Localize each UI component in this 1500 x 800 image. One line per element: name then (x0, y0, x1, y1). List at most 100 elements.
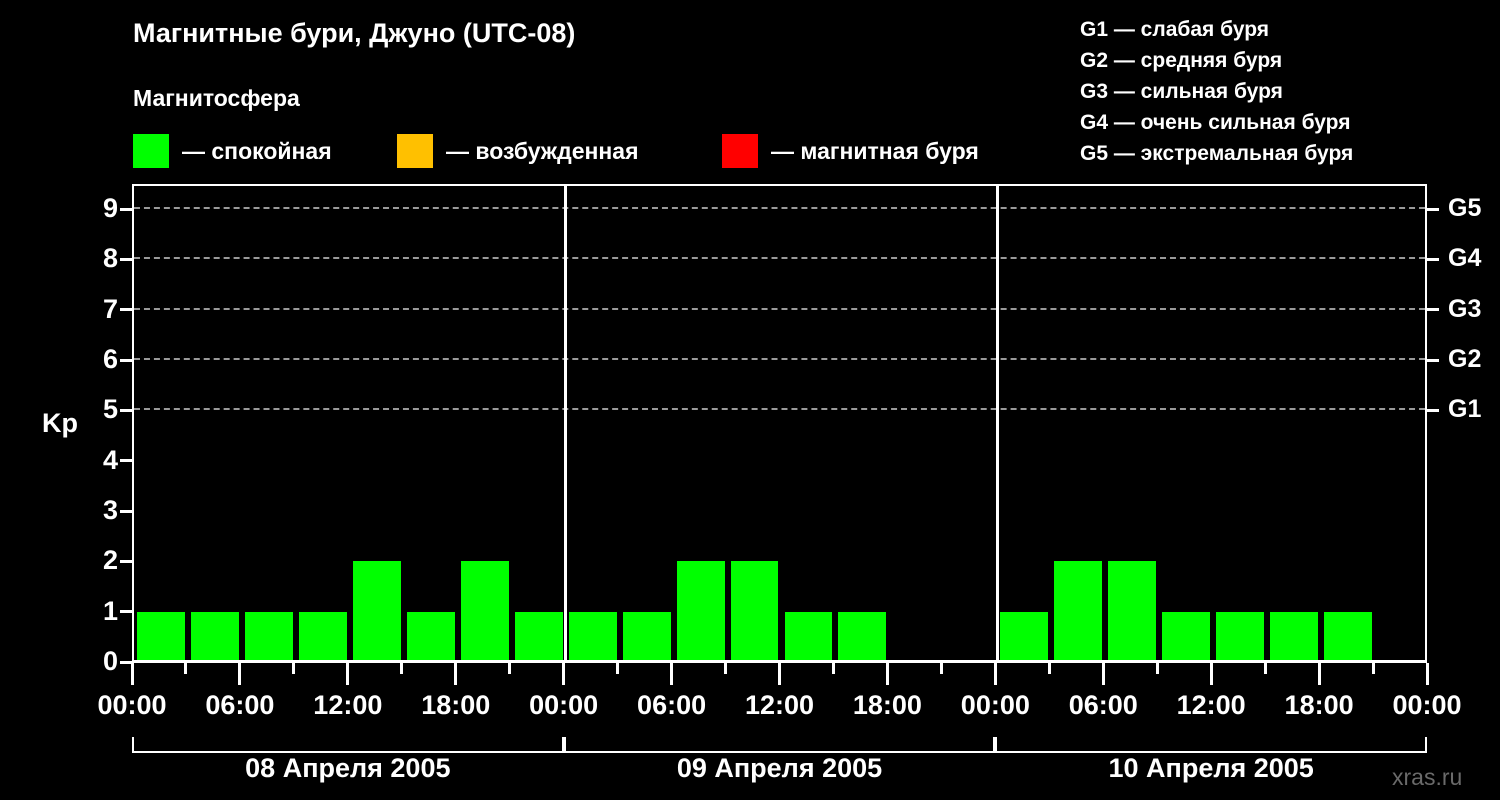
bar (1324, 611, 1373, 662)
x-tick-major (670, 663, 674, 685)
legend-item-quiet: — спокойная (133, 131, 332, 171)
x-tick-label: 18:00 (1284, 690, 1354, 720)
legend-label-quiet: — спокойная (182, 137, 332, 164)
gridline-kp-6 (134, 358, 1425, 361)
x-tick-label: 12:00 (744, 690, 815, 720)
x-tick-minor (616, 663, 620, 674)
y-tick-label-6: 6 (102, 344, 118, 375)
gridline-kp-7 (134, 307, 1425, 310)
x-tick-minor (184, 663, 188, 674)
y-tick-1 (120, 610, 132, 614)
g-tick-G4 (1427, 257, 1439, 261)
x-tick-label: 12:00 (1176, 690, 1246, 720)
gridline-kp-5 (134, 408, 1425, 411)
g-tick-G5 (1427, 207, 1439, 211)
watermark: xras.ru (1392, 764, 1463, 790)
x-tick-major (778, 663, 781, 685)
date-bracket (563, 737, 996, 753)
x-tick-major (454, 663, 458, 685)
bar (190, 611, 239, 662)
g-tick-G1 (1427, 408, 1439, 412)
x-tick-major (346, 663, 350, 685)
x-tick-label: 00:00 (1392, 690, 1462, 720)
y-tick-label-0: 0 (102, 646, 118, 676)
y-tick-label-4: 4 (102, 444, 118, 475)
y-tick-5 (120, 408, 132, 412)
x-tick-major (1317, 663, 1321, 685)
bar (838, 611, 887, 662)
y-tick-label-5: 5 (102, 394, 118, 425)
x-tick-major (885, 663, 889, 685)
x-tick-major (993, 663, 997, 685)
x-tick-label: 00:00 (97, 690, 167, 720)
g-tick-label-G2: G2 (1448, 345, 1482, 374)
x-tick-major (130, 663, 134, 685)
bar (676, 561, 725, 662)
bar (352, 561, 401, 662)
gridline-kp-9 (134, 207, 1425, 210)
y-tick-label-1: 1 (102, 595, 118, 626)
legend-label-unsettled: — возбужденная (446, 137, 639, 164)
g-tick-label-G1: G1 (1448, 395, 1482, 424)
bar (244, 611, 293, 662)
day-separator (995, 186, 999, 662)
gridline-kp-8 (134, 257, 1425, 260)
bar (460, 561, 509, 662)
x-axis-line (132, 660, 1427, 663)
y-axis-title: Kp (42, 408, 78, 438)
bar (1162, 611, 1211, 662)
x-tick-major (1101, 663, 1105, 685)
x-tick-minor (724, 663, 728, 674)
day-separator (564, 186, 568, 662)
legend-swatch-unsettled (397, 134, 433, 168)
x-tick-label: 06:00 (1068, 690, 1138, 720)
bar (1108, 561, 1157, 662)
date-label: 09 Апреля 2005 (676, 753, 883, 783)
g-scale-line-g4: G4 — очень сильная буря (1080, 111, 1351, 134)
legend-item-storm: — магнитная буря (722, 131, 979, 171)
x-tick-major (1209, 663, 1213, 685)
date-label: 08 Апреля 2005 (245, 753, 451, 783)
y-tick-3 (120, 509, 132, 513)
bar (1000, 611, 1049, 662)
x-tick-minor (1371, 663, 1375, 674)
y-tick-0 (120, 660, 132, 664)
page-title: Магнитные бури, Джуно (UTC-08) (133, 18, 576, 48)
plot-frame (132, 184, 1427, 662)
x-tick-minor (1155, 663, 1159, 674)
g-scale-line-g5: G5 — экстремальная буря (1080, 142, 1354, 165)
bar (730, 561, 779, 662)
bar (1270, 611, 1319, 662)
g-tick-label-G4: G4 (1448, 244, 1482, 273)
y-tick-6 (120, 358, 132, 362)
bar (298, 611, 347, 662)
y-tick-7 (120, 308, 132, 312)
y-tick-8 (120, 257, 132, 261)
bar (1216, 611, 1265, 662)
legend-item-unsettled: — возбужденная (397, 131, 639, 171)
legend-swatch-storm (722, 134, 758, 168)
x-tick-major (238, 663, 242, 685)
bar (406, 611, 455, 662)
x-tick-label: 06:00 (205, 690, 275, 720)
x-tick-minor (508, 663, 512, 674)
g-tick-G2 (1427, 358, 1439, 362)
y-tick-2 (120, 559, 132, 563)
x-tick-minor (1047, 663, 1051, 674)
g-tick-label-G5: G5 (1448, 194, 1482, 223)
bar (1054, 561, 1103, 662)
x-tick-label: 06:00 (637, 690, 707, 720)
g-scale-legend: G1 — слабая буря G2 — средняя буря G3 — … (1080, 14, 1353, 169)
date-label: 10 Апреля 2005 (1108, 753, 1314, 783)
legend-swatch-quiet (133, 134, 169, 168)
x-tick-label: 18:00 (421, 690, 491, 720)
x-tick-major (562, 663, 566, 685)
bar (622, 611, 671, 662)
y-tick-label-3: 3 (102, 495, 118, 526)
y-tick-label-9: 9 (102, 193, 118, 224)
g-scale-line-g1: G1 — слабая буря (1080, 18, 1270, 41)
plot-inner (134, 186, 1425, 662)
bar (784, 611, 833, 662)
